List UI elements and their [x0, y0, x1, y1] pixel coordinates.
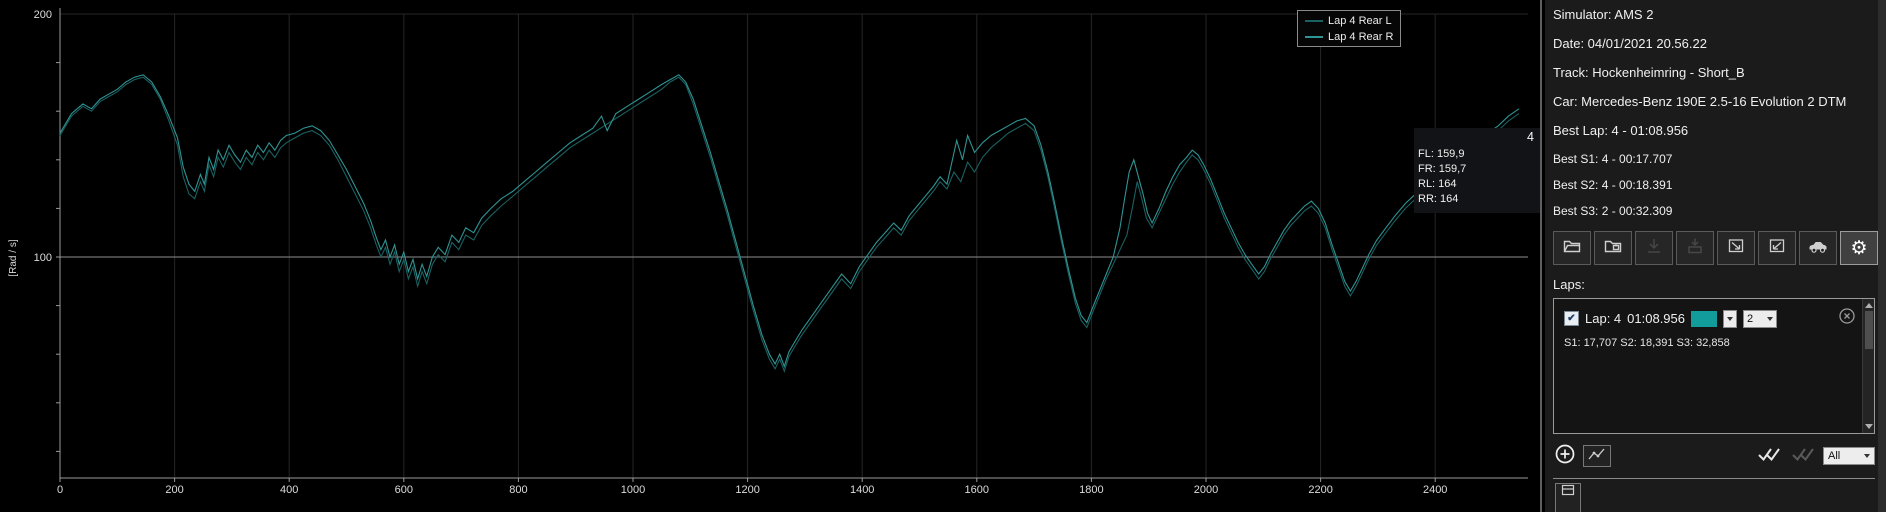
- best-s3: Best S3: 2 - 00:32.309: [1553, 204, 1673, 218]
- info-date: Date: 04/01/2021 20.56.22: [1553, 36, 1707, 51]
- mini-chart-icon: [1587, 446, 1607, 467]
- svg-text:200: 200: [165, 484, 183, 496]
- double-check-dim-icon: [1791, 445, 1815, 468]
- toolbar: ⚙: [1553, 231, 1878, 265]
- lap-controls-row: All: [1553, 444, 1875, 468]
- svg-text:1600: 1600: [965, 484, 989, 496]
- lap-visible-checkbox[interactable]: ✔: [1564, 311, 1579, 326]
- svg-text:600: 600: [395, 484, 413, 496]
- plot-canvas: 0 200 400 600 800 1000 1200 1400 1600 1800 2000 220…: [8, 8, 1528, 496]
- lap-list-scrollbar[interactable]: [1862, 299, 1874, 433]
- svg-text:0: 0: [57, 484, 63, 496]
- lap-list-item[interactable]: ✔ Lap: 4 01:08.956 2: [1564, 307, 1856, 330]
- car-icon: [1807, 236, 1829, 261]
- chart-legend: Lap 4 Rear L Lap 4 Rear R: [1297, 10, 1402, 47]
- collapsed-section-tab[interactable]: [1555, 483, 1581, 512]
- tooltip-fr-value: FR: 159,7: [1418, 163, 1467, 175]
- tooltip-lap-number: 4: [1527, 130, 1534, 144]
- add-lap-button[interactable]: [1553, 444, 1577, 468]
- track-delta-button[interactable]: [1717, 231, 1755, 265]
- double-check-icon: [1757, 445, 1781, 468]
- scroll-up-icon[interactable]: [1864, 303, 1873, 308]
- lap-sector-times: S1: 17,707 S2: 18,391 S3: 32,858: [1564, 337, 1730, 349]
- remove-lap-button[interactable]: [1838, 307, 1856, 330]
- tooltip-rr-value: RR: 164: [1418, 193, 1459, 205]
- scroll-thumb[interactable]: [1864, 311, 1873, 349]
- legend-item-rear-l: Lap 4 Rear L: [1305, 14, 1393, 27]
- open-folder-icon: [1562, 236, 1582, 261]
- analysis-chart-button[interactable]: [1583, 445, 1611, 467]
- lap-list: ✔ Lap: 4 01:08.956 2 S1: 17,707 S2: 18,3…: [1553, 298, 1875, 434]
- svg-text:100: 100: [34, 252, 52, 264]
- wheel-speed-chart[interactable]: 0 200 400 600 800 1000 1200 1400 1600 1800 2000 220…: [0, 0, 1542, 512]
- tooltip-rl-value: RL: 164: [1418, 178, 1457, 190]
- svg-text:2400: 2400: [1423, 484, 1447, 496]
- car-setup-button[interactable]: [1799, 231, 1837, 265]
- lap-label: Lap: 4: [1585, 311, 1622, 326]
- chevron-down-icon: [1767, 316, 1773, 321]
- track-delta-filled-icon: [1767, 236, 1787, 261]
- deselect-all-laps-button[interactable]: [1789, 446, 1817, 466]
- info-best-lap: Best Lap: 4 - 01:08.956: [1553, 123, 1689, 138]
- svg-text:[Rad / s]: [Rad / s]: [8, 239, 19, 276]
- settings-button[interactable]: ⚙: [1840, 231, 1878, 265]
- gear-icon: ⚙: [1850, 237, 1868, 259]
- lap-line-width-combo[interactable]: 2: [1743, 309, 1777, 328]
- select-all-laps-button[interactable]: [1755, 446, 1783, 466]
- lap-filter-value: All: [1828, 450, 1841, 462]
- info-track: Track: Hockenheimring - Short_B: [1553, 65, 1745, 80]
- window-scrollbar[interactable]: [1878, 0, 1886, 512]
- save-icon: [1685, 236, 1705, 261]
- laps-section-label: Laps:: [1553, 277, 1585, 292]
- svg-text:1400: 1400: [850, 484, 874, 496]
- svg-text:1200: 1200: [735, 484, 759, 496]
- session-panel: Simulator: AMS 2 Date: 04/01/2021 20.56.…: [1545, 0, 1878, 512]
- lap-color-dropdown[interactable]: [1723, 309, 1737, 328]
- next-section-partial: [1553, 478, 1875, 512]
- chart-cursor-tooltip: 4 FL: 159,9 FR: 159,7 RL: 164 RR: 164: [1414, 128, 1542, 213]
- close-circle-icon: [1838, 307, 1856, 330]
- best-s2: Best S2: 4 - 00:18.391: [1553, 178, 1673, 192]
- track-delta-icon: [1726, 236, 1746, 261]
- legend-item-rear-r: Lap 4 Rear R: [1305, 30, 1393, 43]
- legend-line-0: [1305, 19, 1323, 22]
- info-simulator: Simulator: AMS 2: [1553, 7, 1654, 22]
- tooltip-fl-value: FL: 159,9: [1418, 148, 1465, 160]
- info-car: Car: Mercedes-Benz 190E 2.5-16 Evolution…: [1553, 94, 1847, 109]
- lap-filter-combo[interactable]: All: [1823, 447, 1875, 465]
- legend-label: Lap 4 Rear R: [1328, 30, 1394, 43]
- best-s1: Best S1: 4 - 00:17.707: [1553, 152, 1673, 166]
- download-button[interactable]: [1635, 231, 1673, 265]
- svg-text:1800: 1800: [1079, 484, 1103, 496]
- save-button[interactable]: [1676, 231, 1714, 265]
- svg-text:200: 200: [34, 9, 52, 21]
- track-delta-filled-button[interactable]: [1758, 231, 1796, 265]
- svg-text:2000: 2000: [1194, 484, 1218, 496]
- svg-text:2200: 2200: [1308, 484, 1332, 496]
- chevron-down-icon: [1864, 454, 1870, 458]
- svg-text:1000: 1000: [621, 484, 645, 496]
- svg-text:800: 800: [509, 484, 527, 496]
- add-folder-icon: [1603, 236, 1623, 261]
- legend-line-1: [1305, 35, 1323, 38]
- plus-circle-icon: [1554, 443, 1576, 470]
- open-folder-button[interactable]: [1553, 231, 1591, 265]
- download-icon: [1644, 236, 1664, 261]
- chevron-down-icon: [1727, 316, 1733, 321]
- lap-color-swatch[interactable]: [1691, 310, 1717, 327]
- legend-label: Lap 4 Rear L: [1328, 14, 1392, 27]
- scroll-down-icon[interactable]: [1864, 424, 1873, 429]
- lap-time: 01:08.956: [1627, 311, 1685, 326]
- panel-divider: [1540, 0, 1542, 512]
- section-icon: [1561, 484, 1575, 499]
- line-width-value: 2: [1747, 312, 1754, 325]
- add-folder-button[interactable]: [1594, 231, 1632, 265]
- svg-text:400: 400: [280, 484, 298, 496]
